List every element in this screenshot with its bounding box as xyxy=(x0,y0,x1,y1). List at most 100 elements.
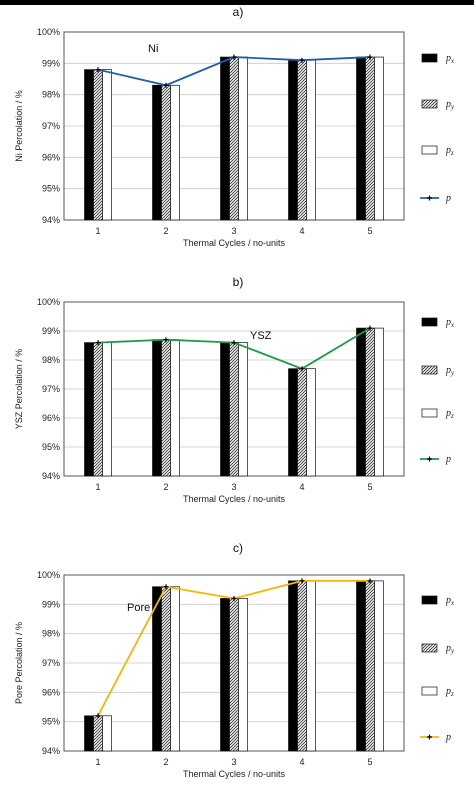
point-p-1 xyxy=(95,713,101,719)
bar-p_y-2 xyxy=(161,84,171,221)
point-p-5 xyxy=(367,325,373,331)
bar-p_x-2 xyxy=(152,339,162,477)
point-p-3 xyxy=(231,54,237,60)
bar-p_y-3 xyxy=(229,56,239,221)
bar-p_z-2 xyxy=(170,339,180,477)
bar-p_y-2 xyxy=(161,586,171,752)
bar-p_x-3 xyxy=(220,598,230,752)
y-tick-label: 100% xyxy=(37,297,60,307)
x-tick-label: 3 xyxy=(231,482,236,492)
y-tick-label: 95% xyxy=(42,442,60,452)
legend-swatch-p_x xyxy=(421,317,438,327)
y-tick-label: 94% xyxy=(42,471,60,481)
x-axis-label: Thermal Cycles / no-units xyxy=(183,494,286,504)
legend: px py pz p xyxy=(420,595,455,743)
bar-p_x-1 xyxy=(84,69,94,221)
legend-subscript: y xyxy=(450,103,455,111)
bar-p_y-5 xyxy=(365,56,375,221)
bar-p_x-2 xyxy=(152,84,162,221)
legend-subscript: z xyxy=(450,412,454,420)
y-tick-label: 94% xyxy=(42,746,60,756)
bar-p_y-5 xyxy=(365,580,375,752)
bar-p_y-1 xyxy=(93,69,103,221)
bar-p_y-4 xyxy=(297,59,307,221)
annotation: YSZ xyxy=(250,330,272,342)
bar-p_y-3 xyxy=(229,342,239,477)
legend-subscript: z xyxy=(450,690,454,698)
bar-p_z-5 xyxy=(374,56,384,221)
bar-p_x-5 xyxy=(356,580,366,752)
y-tick-label: 98% xyxy=(42,90,60,100)
legend-swatch-marker-p xyxy=(427,734,432,740)
y-tick-label: 97% xyxy=(42,121,60,131)
point-p-2 xyxy=(163,584,169,590)
bar-p_x-3 xyxy=(220,342,230,477)
point-p-3 xyxy=(231,595,237,601)
y-tick-label: 99% xyxy=(42,58,60,68)
legend-subscript: y xyxy=(450,369,455,377)
y-tick-label: 96% xyxy=(42,687,60,697)
y-tick-label: 94% xyxy=(42,215,60,225)
x-tick-label: 4 xyxy=(299,226,304,236)
y-tick-label: 97% xyxy=(42,658,60,668)
y-tick-label: 99% xyxy=(42,326,60,336)
legend-swatch-p_x xyxy=(421,53,438,63)
panel-label: a) xyxy=(233,5,244,19)
bar-p_y-5 xyxy=(365,327,375,477)
legend-swatch-p_z xyxy=(421,145,438,155)
bar-p_z-2 xyxy=(170,84,180,221)
y-axis-label: YSZ Percolation / % xyxy=(14,349,24,430)
y-tick-label: 98% xyxy=(42,355,60,365)
x-tick-label: 1 xyxy=(95,757,100,767)
legend-label-p: p xyxy=(445,454,451,465)
bar-p_x-1 xyxy=(84,715,94,752)
x-tick-label: 4 xyxy=(299,757,304,767)
bar-p_z-5 xyxy=(374,327,384,477)
bar-p_z-3 xyxy=(238,342,248,477)
x-tick-label: 4 xyxy=(299,482,304,492)
y-tick-label: 97% xyxy=(42,384,60,394)
bar-p_y-3 xyxy=(229,598,239,752)
bar-p_x-1 xyxy=(84,342,94,477)
legend-label-p_z: pz xyxy=(445,145,454,157)
point-p-2 xyxy=(163,82,169,88)
legend-label-p_x: px xyxy=(445,53,455,65)
bar-p_y-2 xyxy=(161,339,171,477)
bar-p_z-3 xyxy=(238,598,248,752)
bar-p_z-1 xyxy=(102,342,112,477)
point-p-2 xyxy=(163,337,169,343)
legend-swatch-p_z xyxy=(421,686,438,696)
bar-p_z-3 xyxy=(238,56,248,221)
point-p-5 xyxy=(367,578,373,584)
point-p-3 xyxy=(231,340,237,346)
legend-subscript: y xyxy=(450,647,455,655)
panel-label: b) xyxy=(233,275,244,289)
bar-p_y-1 xyxy=(93,342,103,477)
point-p-4 xyxy=(299,578,305,584)
x-tick-label: 2 xyxy=(163,226,168,236)
bar-p_y-4 xyxy=(297,580,307,752)
legend-subscript: x xyxy=(450,57,455,65)
x-tick-label: 5 xyxy=(367,226,372,236)
bar-p_z-5 xyxy=(374,580,384,752)
legend-swatch-p_y xyxy=(421,99,438,109)
y-tick-label: 100% xyxy=(37,570,60,580)
y-axis-label: Ni Percolation / % xyxy=(14,90,24,162)
annotation: Pore xyxy=(127,602,150,614)
point-p-4 xyxy=(299,57,305,63)
x-tick-label: 5 xyxy=(367,757,372,767)
bar-p_z-1 xyxy=(102,69,112,221)
bar-p_x-4 xyxy=(288,580,298,752)
legend-swatch-marker-p xyxy=(427,195,432,201)
x-axis-label: Thermal Cycles / no-units xyxy=(183,238,286,248)
bar-p_x-5 xyxy=(356,327,366,477)
bar-p_z-4 xyxy=(306,580,316,752)
bar-p_y-4 xyxy=(297,368,307,477)
x-tick-label: 1 xyxy=(95,226,100,236)
panel-label: c) xyxy=(233,541,243,555)
x-tick-label: 1 xyxy=(95,482,100,492)
legend-label-p: p xyxy=(445,732,451,743)
legend-label-p_y: py xyxy=(445,643,455,655)
chart-panel-1: a) 94% 95% 96% 97% 98% 99% 100% 1 2 3 4 5 Thermal Cyc… xyxy=(14,5,455,248)
legend-swatch-p_x xyxy=(421,595,438,605)
